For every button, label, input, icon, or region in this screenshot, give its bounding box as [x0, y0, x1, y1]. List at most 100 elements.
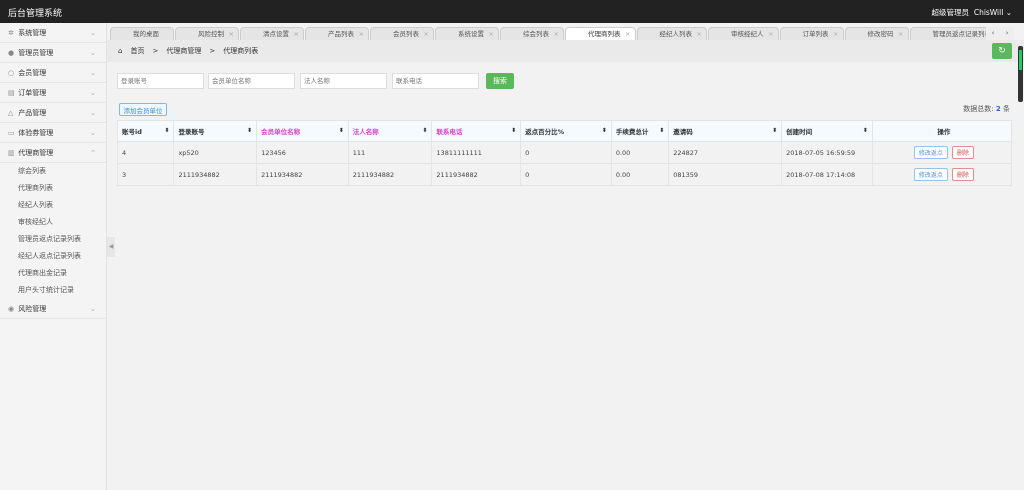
- refresh-icon: ↻: [998, 46, 1006, 56]
- breadcrumb-current: 代理商列表: [223, 47, 259, 55]
- sidebar-item[interactable]: △ 产品管理 ⌄: [0, 103, 106, 123]
- list-icon: ▤: [8, 89, 15, 97]
- close-icon[interactable]: ×: [488, 30, 494, 38]
- sort-icon[interactable]: ⬍: [511, 127, 517, 134]
- close-icon[interactable]: ×: [553, 30, 559, 38]
- sidebar-subitem[interactable]: 经纪人返点记录列表: [18, 252, 81, 260]
- table-cell: 13811111111: [431, 141, 522, 164]
- tab[interactable]: 风险控制 ×: [175, 27, 239, 40]
- column-header[interactable]: 创建时间 ⬍: [781, 120, 873, 142]
- delete-button[interactable]: 删除: [951, 146, 974, 159]
- tab[interactable]: 管理员返点记录列表×: [909, 27, 986, 40]
- sort-icon[interactable]: ⬍: [422, 127, 428, 134]
- column-header[interactable]: 登录账号 ⬍: [173, 120, 258, 142]
- tab[interactable]: 审核经纪人 ×: [708, 27, 779, 40]
- app-title: 后台管理系统: [8, 9, 63, 19]
- column-header[interactable]: 联系电话 ⬍: [431, 120, 522, 142]
- sidebar-item[interactable]: ▭ 体验券管理 ⌄: [0, 123, 106, 143]
- shield-icon: ◉: [8, 305, 15, 313]
- scrollbar[interactable]: [1018, 46, 1023, 102]
- delete-button[interactable]: 删除: [951, 168, 974, 181]
- sidebar-item[interactable]: ▥ 代理商管理 ⌃: [0, 143, 106, 163]
- sidebar-subitem[interactable]: 代理商列表: [18, 184, 53, 192]
- sidebar-subitem[interactable]: 审核经纪人: [18, 218, 53, 226]
- sidebar-item[interactable]: ✲ 系统管理 ⌄: [0, 23, 106, 43]
- sort-icon[interactable]: ⬍: [164, 127, 170, 134]
- legal-person-input[interactable]: [300, 73, 387, 89]
- table-row: 4 xp520 123456 111 13811111111 0 0.00 224827 201…: [116, 141, 1013, 164]
- edit-rebate-button[interactable]: 修改返点: [913, 168, 948, 181]
- table-cell: 4: [116, 141, 175, 164]
- chevron-up-icon: ⌃: [90, 149, 96, 157]
- close-icon[interactable]: ×: [293, 30, 299, 38]
- tab[interactable]: 修改密码 ×: [844, 27, 909, 40]
- tab[interactable]: 综会列表 ×: [500, 27, 564, 40]
- table-cell: 2111934882: [347, 163, 433, 186]
- chevron-down-icon: ⌄: [90, 129, 96, 137]
- sidebar-subitem[interactable]: 管理员返点记录列表: [18, 235, 81, 243]
- user-icon: ●: [8, 49, 15, 57]
- column-header[interactable]: 邀请码 ⬍: [668, 120, 783, 142]
- tab[interactable]: 订单列表 ×: [779, 27, 844, 40]
- close-icon[interactable]: ×: [228, 30, 234, 38]
- table-cell: xp520: [173, 141, 258, 164]
- column-header[interactable]: 返点百分比% ⬍: [520, 120, 612, 142]
- sort-icon[interactable]: ⬍: [338, 127, 344, 134]
- sort-icon[interactable]: ⬍: [659, 127, 665, 134]
- sidebar-subitem[interactable]: 经纪人列表: [18, 201, 53, 209]
- close-icon[interactable]: ×: [898, 30, 904, 38]
- column-header[interactable]: 法人名称 ⬍: [347, 120, 433, 142]
- chevron-left-icon[interactable]: ‹: [991, 29, 995, 37]
- tab[interactable]: 会员列表 ×: [370, 27, 434, 40]
- bag-icon: △: [8, 109, 14, 117]
- tab[interactable]: 系统设置 ×: [435, 27, 499, 40]
- close-icon[interactable]: ×: [358, 30, 364, 38]
- user-menu[interactable]: 超级管理员 ChisWill ⌄: [932, 7, 1012, 18]
- sidebar-item[interactable]: ◉ 风险管理 ⌄: [0, 299, 106, 319]
- sidebar-collapse-handle[interactable]: ◀: [107, 237, 115, 257]
- phone-input[interactable]: [392, 73, 479, 89]
- gear-icon: ✲: [8, 29, 14, 37]
- breadcrumb-home[interactable]: 首页: [130, 47, 145, 55]
- tab[interactable]: 代理商列表 ×: [565, 27, 636, 40]
- sort-icon[interactable]: ⬍: [601, 127, 607, 134]
- column-header[interactable]: 账号id ⬍: [116, 120, 175, 142]
- close-icon[interactable]: ×: [768, 30, 774, 38]
- close-icon[interactable]: ×: [625, 30, 631, 38]
- sidebar-subitem[interactable]: 用户头寸统计记录: [18, 286, 74, 294]
- sidebar-subitem[interactable]: 综会列表: [18, 167, 46, 175]
- member-unit-input[interactable]: [208, 73, 295, 89]
- sidebar-subitem[interactable]: 代理商出金记录: [18, 269, 67, 277]
- tab[interactable]: 经纪人列表 ×: [636, 27, 707, 40]
- close-icon[interactable]: ×: [696, 30, 702, 38]
- sidebar-item[interactable]: ▤ 订单管理 ⌄: [0, 83, 106, 103]
- table-cell: 0.00: [610, 163, 670, 186]
- sidebar-item[interactable]: ● 管理员管理 ⌄: [0, 43, 106, 63]
- tab[interactable]: 我的桌面: [110, 27, 174, 40]
- column-header[interactable]: 会员单位名称 ⬍: [256, 120, 349, 142]
- chevron-right-icon[interactable]: ›: [1005, 29, 1009, 37]
- table-cell: 2018-07-05 16:59:59: [781, 141, 873, 164]
- user-outline-icon: ○: [8, 69, 15, 77]
- search-button[interactable]: 搜索: [486, 73, 514, 89]
- close-icon[interactable]: ×: [423, 30, 429, 38]
- column-header[interactable]: 手续费总计 ⬍: [610, 120, 670, 142]
- close-icon[interactable]: ×: [833, 30, 839, 38]
- sort-icon[interactable]: ⬍: [862, 127, 868, 134]
- sidebar-item[interactable]: ○ 会员管理 ⌄: [0, 63, 106, 83]
- sort-icon[interactable]: ⬍: [247, 127, 253, 134]
- table-cell: 0: [520, 163, 612, 186]
- edit-rebate-button[interactable]: 修改返点: [913, 146, 948, 159]
- breadcrumb-section[interactable]: 代理商管理: [166, 47, 202, 55]
- chevron-down-icon: ⌄: [90, 29, 96, 37]
- table-cell: 0.00: [610, 141, 670, 164]
- tab[interactable]: 清点设置 ×: [240, 27, 304, 40]
- tab-bar: 我的桌面 风险控制 × 清点设置 × 产品列表 × 会员列表 × 系统设置 × 综会列表 × 代理商列表 ×…: [110, 27, 986, 40]
- login-account-input[interactable]: [117, 73, 204, 89]
- sort-icon[interactable]: ⬍: [772, 127, 778, 134]
- add-member-unit-button[interactable]: 添加会员单位: [119, 103, 167, 116]
- tab[interactable]: 产品列表 ×: [305, 27, 369, 40]
- table-cell: 3: [116, 163, 175, 186]
- book-icon: ▥: [8, 149, 15, 157]
- refresh-button[interactable]: ↻: [992, 43, 1012, 59]
